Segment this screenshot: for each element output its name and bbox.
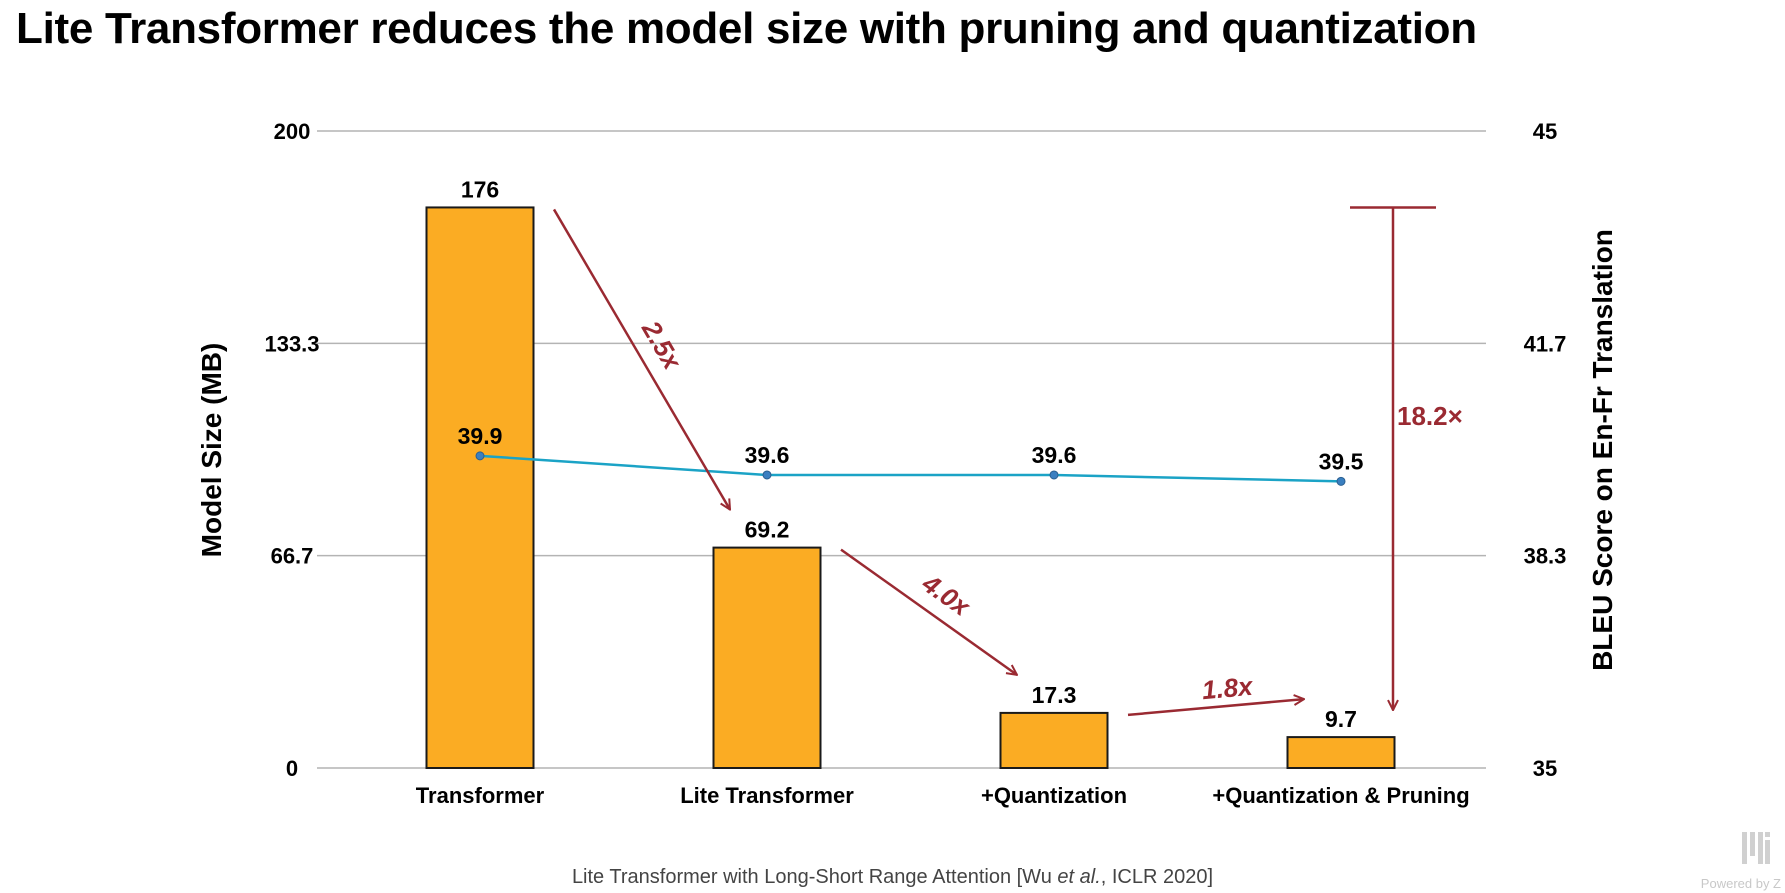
watermark-text: Powered by Z	[1700, 876, 1781, 891]
x-tick-label: Lite Transformer	[680, 783, 854, 808]
bar-value-label: 17.3	[1032, 682, 1077, 708]
y-tick-label: 66.7	[271, 544, 314, 569]
bleu-point	[1336, 476, 1346, 486]
y-axis-title: Model Size (MB)	[196, 343, 227, 558]
reduction-arrow	[840, 548, 1017, 675]
bars	[425, 206, 1396, 770]
bar	[712, 546, 822, 770]
bar-value-label: 69.2	[745, 517, 790, 543]
mit-logo-icon	[1742, 832, 1770, 864]
bleu-point	[475, 451, 485, 461]
reduction-label: 4.0x	[916, 567, 977, 622]
bleu-point	[762, 470, 772, 480]
y-right-tick-label: 35	[1533, 756, 1557, 781]
bar	[1286, 736, 1396, 770]
bleu-value-label: 39.5	[1319, 448, 1364, 474]
bleu-value-label: 39.9	[458, 423, 503, 449]
x-tick-label: +Quantization & Pruning	[1212, 783, 1469, 808]
reduction-arrow	[552, 208, 730, 509]
reduction-label: 1.8x	[1201, 671, 1256, 706]
y-right-tick-label: 38.3	[1524, 544, 1567, 569]
bleu-point	[1049, 470, 1059, 480]
reduction-label: 2.5x	[636, 315, 689, 376]
bleu-value-label: 39.6	[745, 442, 790, 468]
y-right-tick-label: 45	[1533, 119, 1557, 144]
y-tick-label: 0	[286, 756, 298, 781]
citation-text: Lite Transformer with Long-Short Range A…	[571, 866, 1058, 888]
bar	[425, 206, 535, 769]
reduction-annotations	[552, 206, 1436, 717]
bar-value-label: 9.7	[1325, 706, 1357, 732]
y-tick-label: 200	[274, 119, 311, 144]
y-right-tick-label: 41.7	[1524, 331, 1567, 356]
bar	[999, 711, 1109, 769]
y-axis-right-title: BLEU Score on En-Fr Translation	[1587, 229, 1618, 671]
citation-text-end: , ICLR 2020]	[1100, 866, 1214, 888]
bar-value-label: 176	[461, 176, 499, 202]
x-tick-label: +Quantization	[981, 783, 1127, 808]
y-tick-label: 133.3	[264, 331, 319, 356]
reduction-label: 18.2×	[1397, 401, 1463, 431]
reduction-arrow	[1127, 699, 1304, 717]
chart-labels: 200 45 133.3 41.7 66.7 38.3 0 35 Model Size (MB)…	[196, 119, 1618, 808]
citation: Lite Transformer with Long-Short Range A…	[0, 866, 1785, 889]
bleu-value-label: 39.6	[1032, 442, 1077, 468]
bleu-series-line	[479, 454, 1342, 483]
bleu-line	[475, 451, 1346, 486]
slide-title: Lite Transformer reduces the model size …	[16, 4, 1477, 53]
x-tick-label: Transformer	[416, 783, 545, 808]
citation-italic: et al.	[1057, 866, 1101, 888]
